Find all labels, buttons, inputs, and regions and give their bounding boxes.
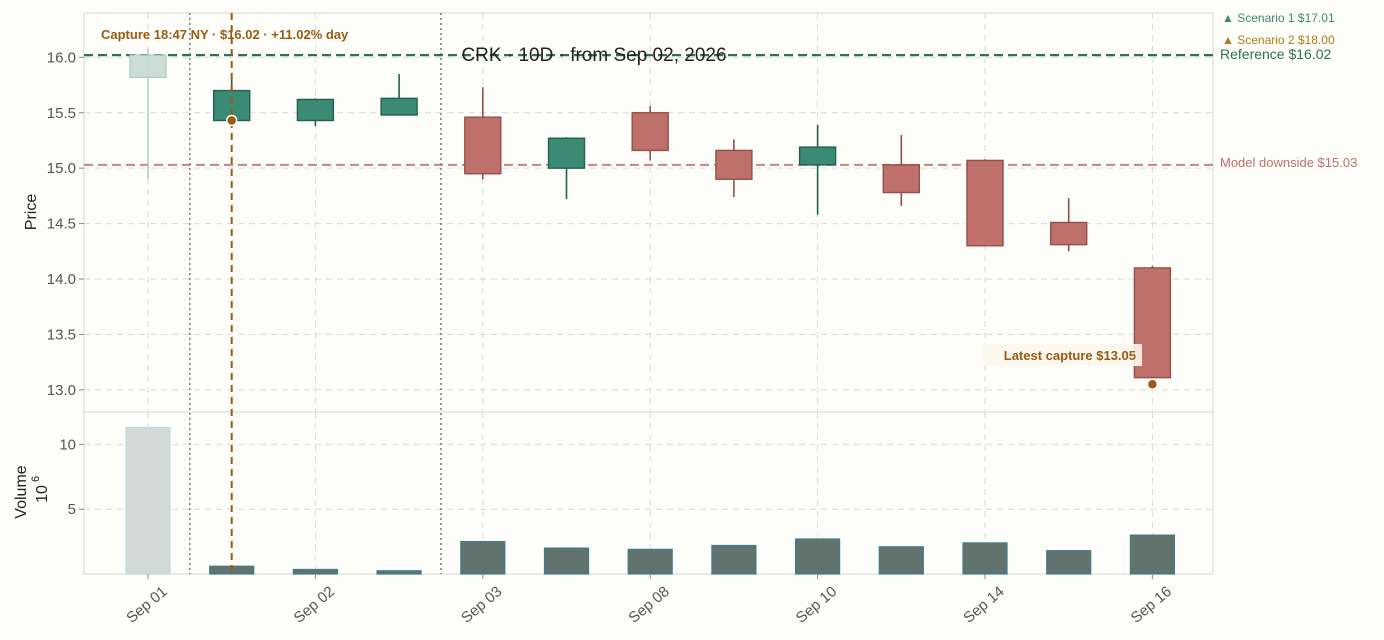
price-tick-label: 15.5 xyxy=(47,105,76,122)
volume-bar xyxy=(711,544,757,575)
markers xyxy=(225,13,1159,574)
reference-line-label: Reference $16.02 xyxy=(1220,46,1332,62)
volume-bar xyxy=(292,568,338,575)
volume-exponent-power: 6 xyxy=(30,476,42,482)
volume-bar xyxy=(1046,550,1092,575)
candle-body xyxy=(1049,221,1088,246)
candle-body xyxy=(798,146,837,166)
candle-body xyxy=(631,112,669,152)
candle-body xyxy=(296,98,335,122)
candle-body xyxy=(464,116,502,175)
scenario-1-label: ▲ Scenario 1 $17.01 xyxy=(1222,11,1335,25)
x-tick-label: Sep 01 xyxy=(123,583,170,627)
x-tick-labels: Sep 01 Sep 02 Sep 03 Sep 08 Sep 10 Sep 14 Sep … xyxy=(123,574,1175,627)
capture-point xyxy=(225,114,238,127)
volume-bar xyxy=(962,542,1008,575)
volume-bar xyxy=(376,570,422,575)
price-tick-label: 14.0 xyxy=(47,271,76,288)
x-tick-label: Sep 16 xyxy=(1128,583,1175,627)
volume-tick-label: 10 xyxy=(59,436,76,453)
candle-body xyxy=(380,97,418,116)
price-tick-label: 13.0 xyxy=(47,382,76,399)
volume-bar xyxy=(627,548,673,575)
volume-axis-label: Volume xyxy=(13,465,30,518)
x-tick-label: Sep 02 xyxy=(291,583,338,627)
latest-annotation-bg xyxy=(982,344,1142,366)
candle-body xyxy=(715,149,753,180)
candle-body xyxy=(966,159,1004,247)
volume-exponent: 10 6 xyxy=(30,476,51,503)
price-tick-label: 14.5 xyxy=(47,216,76,233)
volume-tick-labels: 10 5 xyxy=(59,436,84,518)
price-tick-label: 13.5 xyxy=(47,326,76,343)
latest-annotation: Latest capture $13.05 xyxy=(1004,348,1136,363)
downside-line-label: Model downside $15.03 xyxy=(1220,155,1357,170)
volume-bar xyxy=(125,426,171,575)
x-tick-label: Sep 08 xyxy=(625,583,672,627)
x-tick-label: Sep 03 xyxy=(458,583,505,627)
volume-tick-label: 5 xyxy=(68,501,76,518)
volume-panel xyxy=(83,411,1214,575)
volume-bar xyxy=(1129,534,1176,575)
candle-body xyxy=(882,164,920,194)
volume-exponent-base: 10 xyxy=(34,485,51,503)
latest-capture-point xyxy=(1146,378,1159,391)
price-tick-label: 15.0 xyxy=(47,160,76,177)
volume-bar xyxy=(543,547,590,575)
volume-bar xyxy=(460,540,506,575)
price-tick-labels: 16.0 15.5 15.0 14.5 14.0 13.5 13.0 xyxy=(47,49,84,399)
session-separators xyxy=(189,13,442,574)
x-tick-label: Sep 14 xyxy=(960,583,1007,627)
capture-annotation: Capture 18:47 NY · $16.02 · +11.02% day xyxy=(101,27,349,42)
chart-title: CRK · 10D · from Sep 02, 2026 xyxy=(461,45,726,66)
x-tick-label: Sep 10 xyxy=(793,583,840,627)
reference-lines xyxy=(84,54,1213,166)
volume-bar xyxy=(794,538,841,575)
price-tick-label: 16.0 xyxy=(47,49,76,66)
price-axis-label: Price xyxy=(23,194,40,231)
volume-bar xyxy=(878,546,924,575)
candle-body xyxy=(129,54,167,78)
scenario-2-label: ▲ Scenario 2 $18.00 xyxy=(1222,33,1335,47)
candle-body xyxy=(547,137,586,169)
